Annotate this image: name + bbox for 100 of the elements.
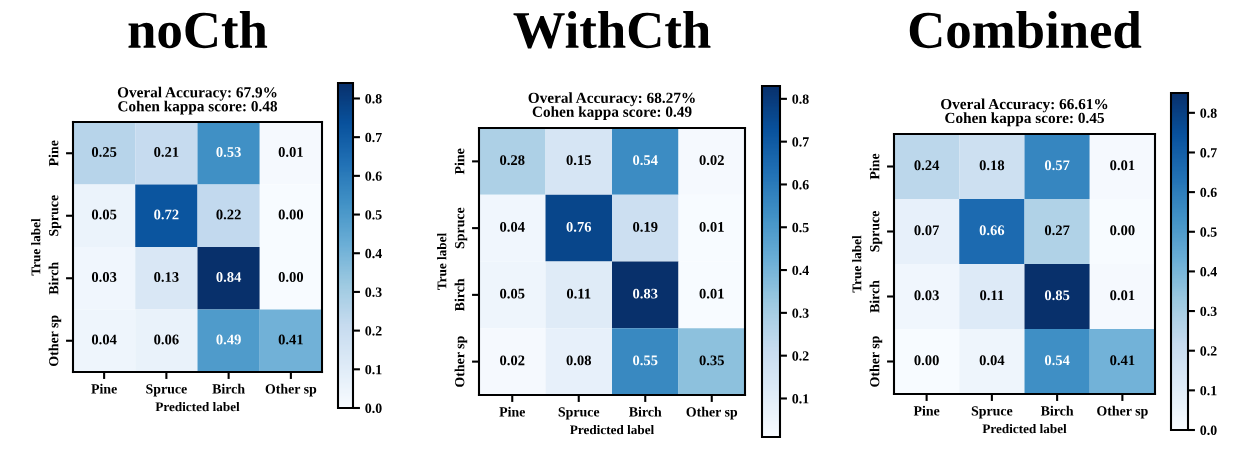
- data-label: 0.06: [154, 334, 179, 345]
- data-label: 0.08: [566, 355, 592, 366]
- data-label: 0.05: [500, 288, 525, 299]
- y-tick-label: Pine: [48, 140, 59, 167]
- data-label: 0.28: [500, 155, 525, 166]
- data-label: 0.57: [1044, 160, 1070, 171]
- color-bar-label: 0.6: [365, 171, 382, 181]
- color-bar-label: 0.3: [1200, 306, 1217, 317]
- data-label: 0.02: [500, 355, 525, 366]
- data-label: 0.21: [154, 147, 179, 157]
- color-bar-label: 0.0: [1200, 425, 1217, 436]
- data-label: 0.54: [633, 155, 658, 166]
- color-bar-label: 0.8: [792, 94, 809, 104]
- color-bar-label: 0.7: [1200, 148, 1217, 158]
- data-label: 0.01: [699, 288, 724, 299]
- data-label: 0.01: [1110, 290, 1135, 301]
- data-label: 0.24: [914, 160, 940, 171]
- color-bar-label: 0.7: [792, 137, 809, 147]
- color-bar-label: 0.5: [365, 210, 382, 220]
- color-bar-label: 0.1: [1200, 385, 1217, 396]
- color-bar-label: 0.3: [365, 287, 382, 297]
- color-bar-label: 0.5: [792, 222, 809, 233]
- data-label: 0.66: [979, 225, 1005, 236]
- data-label: 0.22: [216, 209, 241, 220]
- data-label: 0.85: [1044, 290, 1070, 301]
- data-label: 0.01: [699, 221, 724, 232]
- data-label: 0.72: [154, 209, 179, 220]
- x-tick-label: Birch: [212, 383, 245, 394]
- color-bar-label: 0.2: [1200, 346, 1217, 356]
- color-bar-label: 0.8: [1200, 108, 1217, 118]
- x-tick-label: Spruce: [146, 384, 187, 397]
- color-bar-label: 0.0: [365, 403, 382, 414]
- color-bar-label: 0.1: [792, 394, 809, 404]
- x-tick-label: Spruce: [558, 407, 600, 420]
- color-bar-label: 0.2: [792, 351, 809, 361]
- y-tick-label: Birch: [48, 261, 59, 295]
- color-bar-label: 0.4: [1200, 266, 1217, 277]
- x-axis-title: Predicted label: [982, 423, 1067, 434]
- chart-subtitle: Overal Accuracy: 68.27% Cohen kappa score: 0.49: [528, 92, 695, 120]
- data-label: 0.02: [699, 155, 724, 166]
- data-label: 0.49: [216, 334, 241, 345]
- data-label: 0.53: [216, 147, 241, 157]
- chart-title: WithCth: [513, 11, 711, 49]
- data-label: 0.11: [980, 290, 1004, 301]
- y-tick-label: Spruce: [455, 207, 468, 249]
- chart-title: noCth: [128, 11, 268, 49]
- data-label: 0.13: [154, 272, 179, 282]
- y-tick-label: Pine: [454, 148, 465, 175]
- data-label: 0.01: [1110, 160, 1135, 171]
- y-axis-title: True label: [31, 218, 41, 276]
- color-bar-label: 0.4: [365, 248, 382, 259]
- data-label: 0.41: [1110, 355, 1135, 366]
- data-label: 0.11: [566, 288, 591, 299]
- x-tick-label: Pine: [91, 383, 117, 394]
- color-bar-label: 0.3: [792, 308, 809, 318]
- data-label: 0.41: [278, 334, 303, 345]
- x-tick-label: Other sp: [686, 406, 738, 420]
- x-tick-label: Birch: [1040, 405, 1074, 416]
- data-label: 0.05: [91, 209, 117, 220]
- color-bar-label: 0.7: [365, 132, 382, 143]
- y-axis-title: True label: [437, 233, 447, 290]
- data-label: 0.83: [633, 288, 658, 299]
- color-bar-label: 0.2: [365, 326, 382, 336]
- data-label: 0.18: [979, 160, 1005, 171]
- color-bar-label: 0.6: [1200, 187, 1217, 198]
- chart-title: Combined: [909, 11, 1142, 49]
- data-label: 0.15: [566, 155, 591, 166]
- y-tick-label: Spruce: [49, 195, 62, 236]
- color-bar-label: 0.1: [365, 364, 382, 375]
- data-label: 0.00: [1110, 225, 1135, 236]
- data-label: 0.25: [91, 147, 117, 157]
- data-label: 0.00: [278, 209, 304, 220]
- data-label: 0.27: [1044, 225, 1070, 236]
- y-tick-label: Spruce: [870, 211, 883, 252]
- data-label: 0.04: [500, 221, 525, 232]
- x-tick-label: Pine: [913, 405, 940, 416]
- data-label: 0.54: [1044, 355, 1070, 366]
- x-tick-label: Spruce: [971, 406, 1013, 419]
- x-tick-label: Other sp: [1097, 405, 1148, 419]
- data-label: 0.00: [278, 272, 304, 282]
- data-label: 0.76: [566, 221, 592, 232]
- data-label: 0.55: [633, 355, 658, 366]
- data-label: 0.01: [278, 147, 303, 157]
- chart-subtitle: Overal Accuracy: 66.61% Cohen kappa score: 0.45: [941, 98, 1108, 127]
- data-label: 0.00: [914, 355, 939, 366]
- data-label: 0.84: [216, 272, 242, 282]
- data-label: 0.04: [91, 334, 117, 345]
- data-label: 0.19: [633, 221, 658, 232]
- chart-subtitle: Overal Accuracy: 67.9% Cohen kappa score: 0.48: [117, 86, 278, 115]
- color-bar-label: 0.6: [792, 180, 809, 190]
- x-tick-label: Other sp: [265, 383, 317, 397]
- y-tick-label: Birch: [869, 280, 880, 313]
- color-bar-label: 0.4: [792, 265, 809, 276]
- color-bar-label: 0.5: [1200, 227, 1217, 237]
- color-bar-label: 0.8: [365, 94, 382, 104]
- y-axis-title: True label: [852, 235, 862, 293]
- data-label: 0.07: [914, 225, 940, 236]
- x-tick-label: Birch: [629, 406, 662, 417]
- data-label: 0.35: [699, 355, 724, 366]
- data-label: 0.03: [914, 290, 939, 301]
